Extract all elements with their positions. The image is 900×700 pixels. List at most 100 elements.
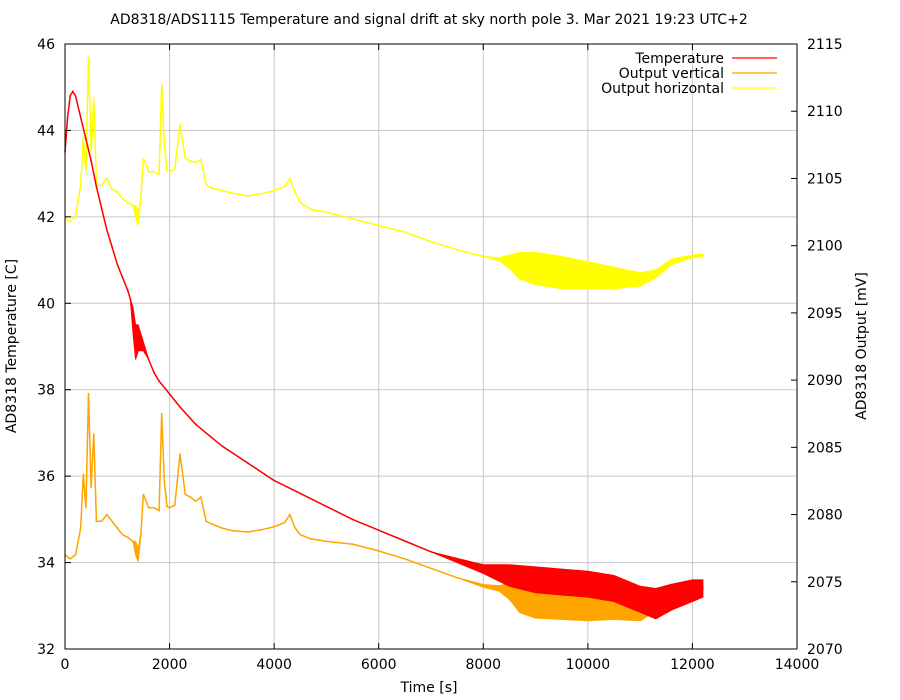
data-point — [111, 246, 113, 248]
data-point — [299, 492, 302, 495]
data-point — [174, 504, 176, 506]
y2-tick-label: 2115 — [807, 37, 843, 53]
data-point — [430, 567, 432, 570]
data-point — [100, 520, 103, 523]
data-point — [142, 157, 145, 160]
data-point — [482, 568, 485, 570]
data-point — [587, 274, 589, 277]
data-point — [482, 585, 485, 587]
data-point — [69, 95, 71, 97]
data-point — [210, 187, 213, 189]
data-point — [129, 298, 132, 300]
data-point — [82, 473, 85, 476]
data-point — [639, 598, 641, 601]
y2-tick-label: 2070 — [807, 642, 843, 658]
y-tick-label: 46 — [37, 37, 55, 53]
data-point — [147, 507, 150, 509]
data-point — [309, 538, 312, 540]
data-point — [231, 529, 234, 532]
data-point — [116, 527, 119, 529]
data-point — [377, 529, 380, 531]
data-point — [174, 168, 176, 170]
data-point — [121, 276, 124, 279]
y2-tick-label: 2110 — [807, 104, 843, 120]
data-point — [587, 605, 589, 607]
x-tick-label: 10000 — [566, 657, 611, 673]
chart-title: AD8318/ADS1115 Temperature and signal dr… — [110, 12, 747, 28]
data-point — [294, 191, 296, 193]
data-point — [153, 507, 155, 509]
data-point — [299, 533, 302, 536]
data-point — [74, 554, 77, 556]
data-point — [100, 184, 103, 186]
data-point — [613, 277, 615, 279]
data-point — [142, 345, 145, 348]
data-point — [93, 97, 95, 99]
data-point — [166, 169, 168, 172]
data-point — [273, 479, 275, 482]
data-point — [221, 445, 223, 447]
data-point — [247, 531, 249, 533]
data-point — [508, 574, 511, 577]
data-point — [132, 540, 134, 543]
y-tick-label: 34 — [37, 556, 55, 572]
data-point — [121, 533, 124, 536]
data-point — [69, 220, 71, 223]
data-point — [404, 558, 406, 560]
y2-tick-label: 2075 — [807, 575, 843, 591]
data-point — [639, 278, 641, 281]
data-point — [158, 509, 160, 512]
data-point — [194, 423, 197, 426]
data-point — [116, 263, 119, 266]
data-point — [262, 528, 265, 531]
data-point — [121, 197, 124, 200]
y2-tick-label: 2080 — [807, 508, 843, 524]
data-point — [247, 195, 249, 197]
x-tick-label: 14000 — [775, 657, 820, 673]
data-point — [309, 208, 312, 211]
y2-tick-label: 2095 — [807, 306, 843, 322]
y2-tick-label: 2085 — [807, 440, 843, 456]
data-point — [498, 587, 500, 590]
data-point — [137, 337, 139, 339]
data-point — [134, 547, 137, 549]
data-point — [351, 543, 354, 545]
x-tick-label: 8000 — [465, 657, 501, 673]
series-output-horizontal — [64, 56, 704, 290]
data-point — [289, 513, 291, 516]
data-point — [283, 521, 286, 524]
data-point — [85, 138, 87, 140]
data-point — [613, 587, 615, 590]
series-layer — [64, 56, 704, 622]
data-point — [670, 261, 673, 263]
data-point — [273, 189, 275, 192]
data-point — [69, 558, 71, 560]
data-point — [691, 255, 694, 258]
data-point — [560, 602, 563, 605]
data-point — [560, 581, 563, 583]
data-point — [79, 184, 82, 186]
legend-label: Output vertical — [619, 66, 724, 82]
data-point — [140, 197, 142, 200]
data-point — [205, 520, 207, 523]
data-point — [106, 229, 108, 231]
data-point — [179, 453, 181, 455]
data-point — [160, 412, 163, 415]
data-point — [116, 191, 119, 193]
data-point — [132, 204, 134, 207]
data-point — [294, 527, 296, 529]
y2-axis-label: AD8318 Output [mV] — [854, 272, 870, 420]
data-point — [534, 579, 537, 581]
data-point — [87, 392, 90, 395]
y2-tick-label: 2100 — [807, 239, 843, 255]
data-point — [194, 161, 197, 164]
data-point — [87, 56, 90, 59]
data-point — [351, 518, 354, 521]
data-point — [299, 201, 302, 204]
data-point — [106, 177, 108, 180]
data-point — [189, 160, 192, 162]
data-point — [655, 602, 657, 605]
data-point — [111, 188, 113, 190]
